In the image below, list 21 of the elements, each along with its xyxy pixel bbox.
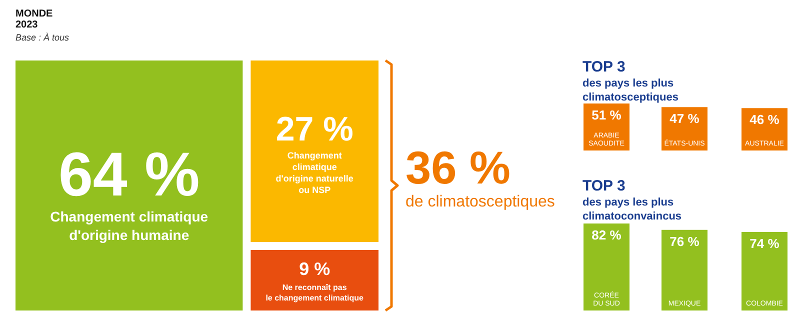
data-label: 27 %	[276, 110, 354, 149]
category-label: Changement climatique d'origine humaine	[50, 208, 208, 243]
text: 2023	[16, 20, 38, 30]
data-label: 74 %	[750, 236, 780, 251]
category-label: Ne reconnaît pas le changement climatique	[266, 283, 364, 302]
data-label: 46 %	[750, 112, 780, 128]
data-label: 82 %	[592, 228, 622, 242]
data-label: 51 %	[592, 108, 622, 122]
chart-title: TOP 3	[582, 178, 626, 194]
chart-subtitle: des pays les plus climatosceptiques	[582, 78, 678, 104]
data-label: 9 %	[299, 259, 330, 280]
text: 36 %	[406, 142, 510, 194]
text: Base : À tous	[16, 32, 70, 42]
data-label: 64 %	[58, 140, 200, 210]
text: MONDE	[16, 8, 54, 20]
chart-title: TOP 3	[582, 58, 626, 76]
data-label: 76 %	[670, 234, 700, 249]
category-label: Changement climatique d'origine naturelle ou NSP	[276, 150, 354, 196]
data-label: 47 %	[670, 111, 700, 126]
text: de climatosceptiques	[406, 194, 555, 210]
chart-subtitle: des pays les plus climatoconvaincus	[582, 196, 682, 222]
